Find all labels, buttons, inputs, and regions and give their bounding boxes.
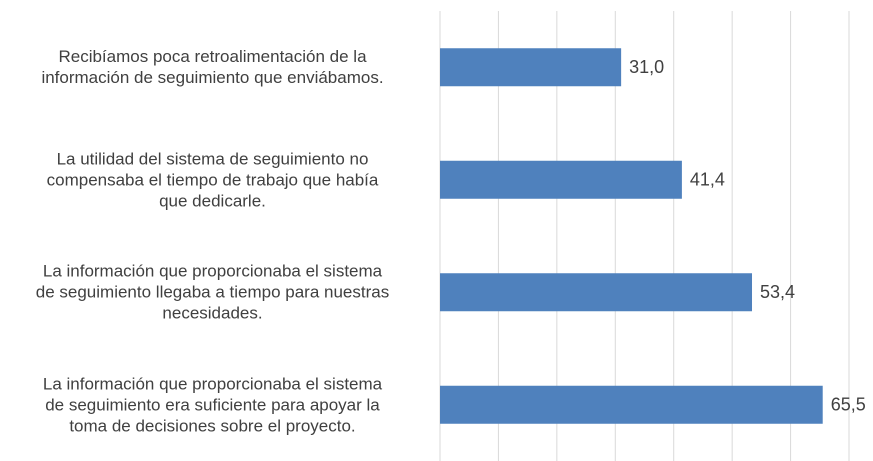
bar	[440, 48, 622, 87]
value-label: 65,5	[831, 395, 866, 415]
value-label: 53,4	[760, 282, 795, 302]
category-label: La información que proporcionaba el sist…	[35, 261, 390, 323]
value-label: 31,0	[629, 57, 664, 77]
bar	[440, 273, 753, 312]
value-label: 41,4	[690, 170, 725, 190]
category-label: La utilidad del sistema de seguimiento n…	[46, 149, 379, 211]
category-label: La información que proporcionaba el sist…	[42, 374, 383, 436]
category-label: Recibíamos poca retroalimentación de la …	[41, 47, 384, 88]
bar	[440, 385, 823, 424]
bar	[440, 160, 682, 199]
